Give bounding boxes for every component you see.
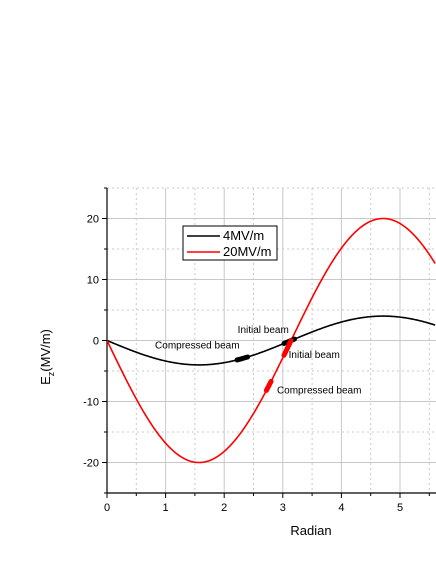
series-line-0 (107, 315, 436, 366)
y-axis-title: Ez(MV/m) (38, 329, 56, 385)
annotation-2: Initial beam (289, 350, 340, 361)
annotation-3: Compressed beam (277, 386, 361, 397)
x-tick-label: 5 (397, 502, 403, 514)
y-tick-label: -20 (83, 458, 99, 470)
x-tick-label: 0 (104, 502, 110, 514)
legend-box (182, 225, 278, 261)
beam-layer (234, 336, 298, 393)
y-tick-label: -10 (83, 397, 99, 409)
x-tick-label: 3 (280, 502, 286, 514)
x-tick-label: 2 (221, 502, 227, 514)
y-tick-label: 20 (87, 214, 99, 226)
beam-marker-3 (281, 338, 294, 358)
y-axis-title-main: E (38, 376, 53, 385)
y-axis-title-rest: (MV/m) (38, 329, 53, 372)
legend-label-20mvm: 20MV/m (223, 244, 271, 259)
beam-marker-2 (263, 378, 274, 393)
beam-marker-0 (234, 354, 251, 363)
y-tick-label: 0 (93, 336, 99, 348)
legend: 4MV/m 20MV/m (182, 225, 278, 261)
legend-label-4mvm: 4MV/m (223, 228, 264, 243)
x-tick-label: 4 (338, 502, 344, 514)
y-tick-label: 10 (87, 275, 99, 287)
annotation-0: Compressed beam (155, 340, 239, 351)
svg-text:Ez(MV/m): Ez(MV/m) (38, 329, 56, 385)
annotations: Compressed beam Initial beam Initial beam C… (155, 325, 361, 396)
y-axis-title-sub: z (46, 371, 56, 376)
x-tick-label: 1 (163, 502, 169, 514)
x-axis-title: Radian (290, 523, 331, 538)
annotation-1: Initial beam (238, 325, 289, 336)
